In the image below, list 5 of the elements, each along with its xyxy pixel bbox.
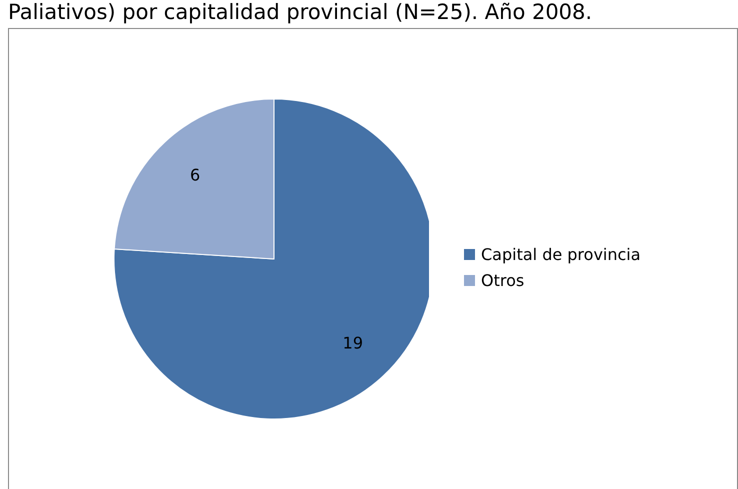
legend-label: Capital de provincia [481,244,641,264]
data-label: 19 [342,333,364,352]
data-label: 6 [190,166,200,185]
legend-label: Otros [481,270,524,290]
chart-title: Paliativos) por capitalidad provincial (N=25). Año 2008. [8,0,594,24]
